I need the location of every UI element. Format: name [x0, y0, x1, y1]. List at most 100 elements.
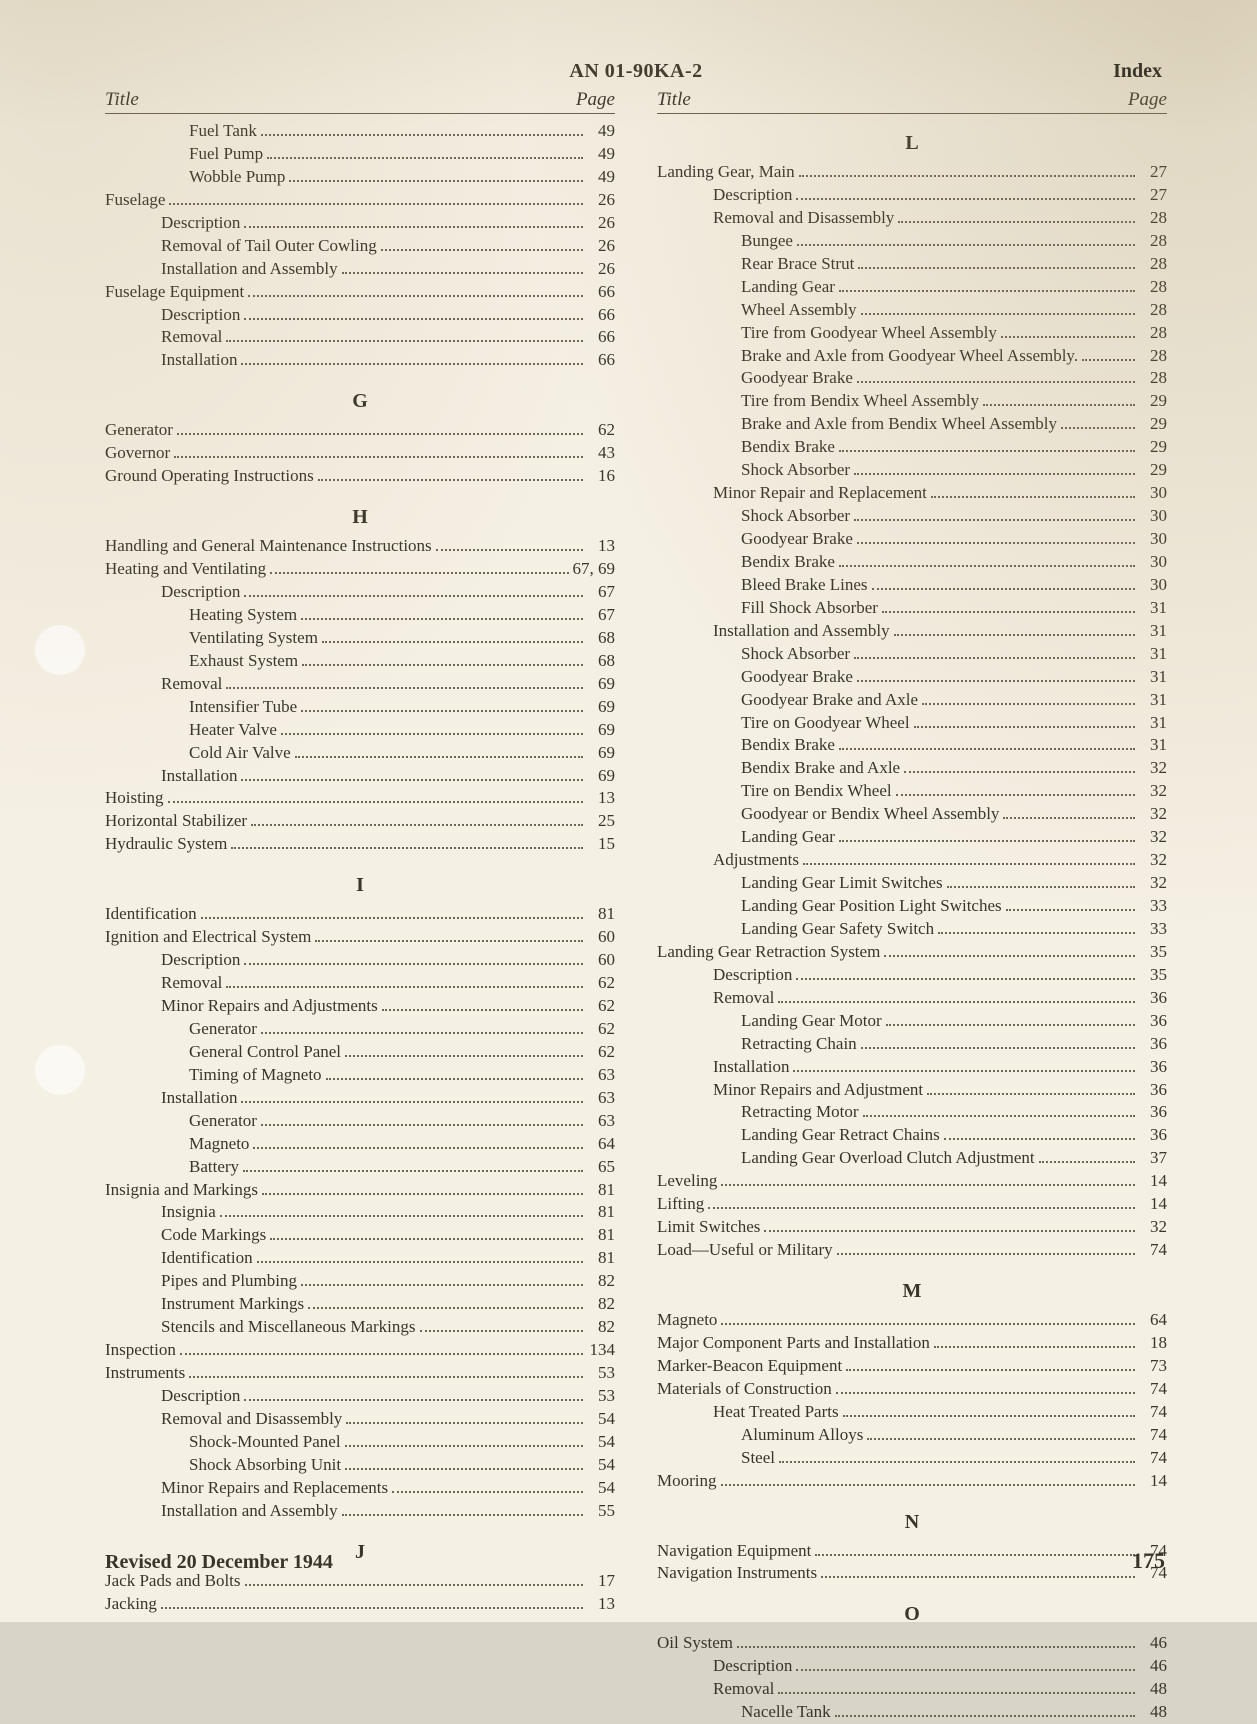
entry-page: 31 — [1139, 666, 1167, 689]
leader-dots — [898, 211, 1135, 223]
leader-dots — [839, 280, 1135, 292]
leader-dots — [857, 371, 1135, 383]
leader-dots — [764, 1220, 1135, 1232]
entry-page: 60 — [587, 949, 615, 972]
index-entry: Description60 — [105, 949, 615, 972]
entry-page: 74 — [1139, 1378, 1167, 1401]
entry-label: Installation — [713, 1056, 789, 1079]
leader-dots — [392, 1481, 583, 1493]
entry-label: Ground Operating Instructions — [105, 465, 314, 488]
entry-page: 28 — [1139, 230, 1167, 253]
index-entry: Tire from Bendix Wheel Assembly29 — [657, 390, 1167, 413]
leader-dots — [721, 1313, 1135, 1325]
entry-label: Tire on Goodyear Wheel — [741, 712, 910, 735]
index-entry: Brake and Axle from Goodyear Wheel Assem… — [657, 345, 1167, 368]
entry-page: 62 — [587, 1018, 615, 1041]
entry-page: 49 — [587, 120, 615, 143]
leader-dots — [793, 1059, 1135, 1071]
index-entry: Instruments53 — [105, 1362, 615, 1385]
section-letter: L — [657, 132, 1167, 155]
index-entry: Heating and Ventilating67, 69 — [105, 558, 615, 581]
entry-page: 69 — [587, 742, 615, 765]
entry-label: Adjustments — [713, 849, 799, 872]
entry-label: Generator — [189, 1018, 257, 1041]
entry-label: Pipes and Plumbing — [161, 1270, 297, 1293]
section-letter: G — [105, 390, 615, 413]
entry-label: Description — [713, 184, 792, 207]
entry-page: 81 — [587, 1247, 615, 1270]
index-entry: Generator 62 — [105, 1018, 615, 1041]
entry-label: Goodyear Brake — [741, 367, 853, 390]
entry-label: Load—Useful or Military — [657, 1239, 833, 1262]
index-entry: Major Component Parts and Installation18 — [657, 1332, 1167, 1355]
entry-label: Removal and Disassembly — [713, 207, 894, 230]
index-entry: Shock Absorbing Unit54 — [105, 1454, 615, 1477]
entry-label: Insignia — [161, 1201, 216, 1224]
entry-page: 30 — [1139, 528, 1167, 551]
entry-page: 27 — [1139, 184, 1167, 207]
leader-dots — [270, 562, 568, 574]
leader-dots — [983, 394, 1135, 406]
index-entry: Retracting Motor36 — [657, 1101, 1167, 1124]
entry-page: 62 — [587, 419, 615, 442]
entry-page: 46 — [1139, 1655, 1167, 1678]
leader-dots — [778, 991, 1135, 1003]
entry-label: Removal — [161, 326, 222, 349]
entry-label: Goodyear Brake — [741, 528, 853, 551]
entry-label: Fuselage — [105, 189, 165, 212]
column-header-left: Title Page — [105, 89, 615, 114]
entry-label: Goodyear Brake and Axle — [741, 689, 918, 712]
index-entry: Jacking13 — [105, 1593, 615, 1616]
entry-label: Generator — [105, 419, 173, 442]
entry-page: 63 — [587, 1064, 615, 1087]
entry-page: 28 — [1139, 276, 1167, 299]
entry-page: 49 — [587, 143, 615, 166]
entry-label: Removal — [161, 972, 222, 995]
entry-page: 13 — [587, 787, 615, 810]
leader-dots — [863, 1105, 1135, 1117]
index-entry: Fuselage26 — [105, 189, 615, 212]
leader-dots — [248, 284, 583, 296]
index-entry: Installation 36 — [657, 1056, 1167, 1079]
index-entry: Landing Gear Retraction System35 — [657, 941, 1167, 964]
entry-page: 36 — [1139, 1056, 1167, 1079]
index-entry: Bungee28 — [657, 230, 1167, 253]
index-entry: Governor43 — [105, 442, 615, 465]
section-letter: N — [657, 1511, 1167, 1534]
entry-page: 64 — [1139, 1309, 1167, 1332]
index-entry: Identification81 — [105, 1247, 615, 1270]
leader-dots — [244, 953, 583, 965]
leader-dots — [253, 1136, 583, 1148]
leader-dots — [322, 631, 583, 643]
index-entry: Description53 — [105, 1385, 615, 1408]
entry-page: 29 — [1139, 459, 1167, 482]
index-entry: Generator 62 — [105, 419, 615, 442]
entry-page: 30 — [1139, 505, 1167, 528]
leader-dots — [261, 1114, 583, 1126]
index-entry: Instrument Markings82 — [105, 1293, 615, 1316]
index-entry: Battery65 — [105, 1156, 615, 1179]
entry-page: 68 — [587, 650, 615, 673]
index-entry: Minor Repair and Replacement30 — [657, 482, 1167, 505]
leader-dots — [721, 1473, 1136, 1485]
entry-label: Tire from Goodyear Wheel Assembly — [741, 322, 997, 345]
leader-dots — [168, 791, 583, 803]
index-entry: Bleed Brake Lines30 — [657, 574, 1167, 597]
leader-dots — [1082, 348, 1135, 360]
index-entry: Shock Absorber31 — [657, 643, 1167, 666]
index-entry: Description 27 — [657, 184, 1167, 207]
entry-label: Bendix Brake — [741, 551, 835, 574]
leader-dots — [836, 1382, 1135, 1394]
entry-page: 33 — [1139, 918, 1167, 941]
entry-page: 73 — [1139, 1355, 1167, 1378]
leader-dots — [161, 1596, 583, 1608]
index-entry: Landing Gear, Main27 — [657, 161, 1167, 184]
entry-label: Shock Absorber — [741, 643, 850, 666]
entry-page: 36 — [1139, 1101, 1167, 1124]
index-entry: Bendix Brake31 — [657, 734, 1167, 757]
entry-label: Bendix Brake — [741, 734, 835, 757]
corner-label: Index — [1113, 60, 1162, 83]
index-entry: Landing Gear Overload Clutch Adjustment3… — [657, 1147, 1167, 1170]
entry-page: 28 — [1139, 322, 1167, 345]
entry-page: 74 — [1139, 1401, 1167, 1424]
